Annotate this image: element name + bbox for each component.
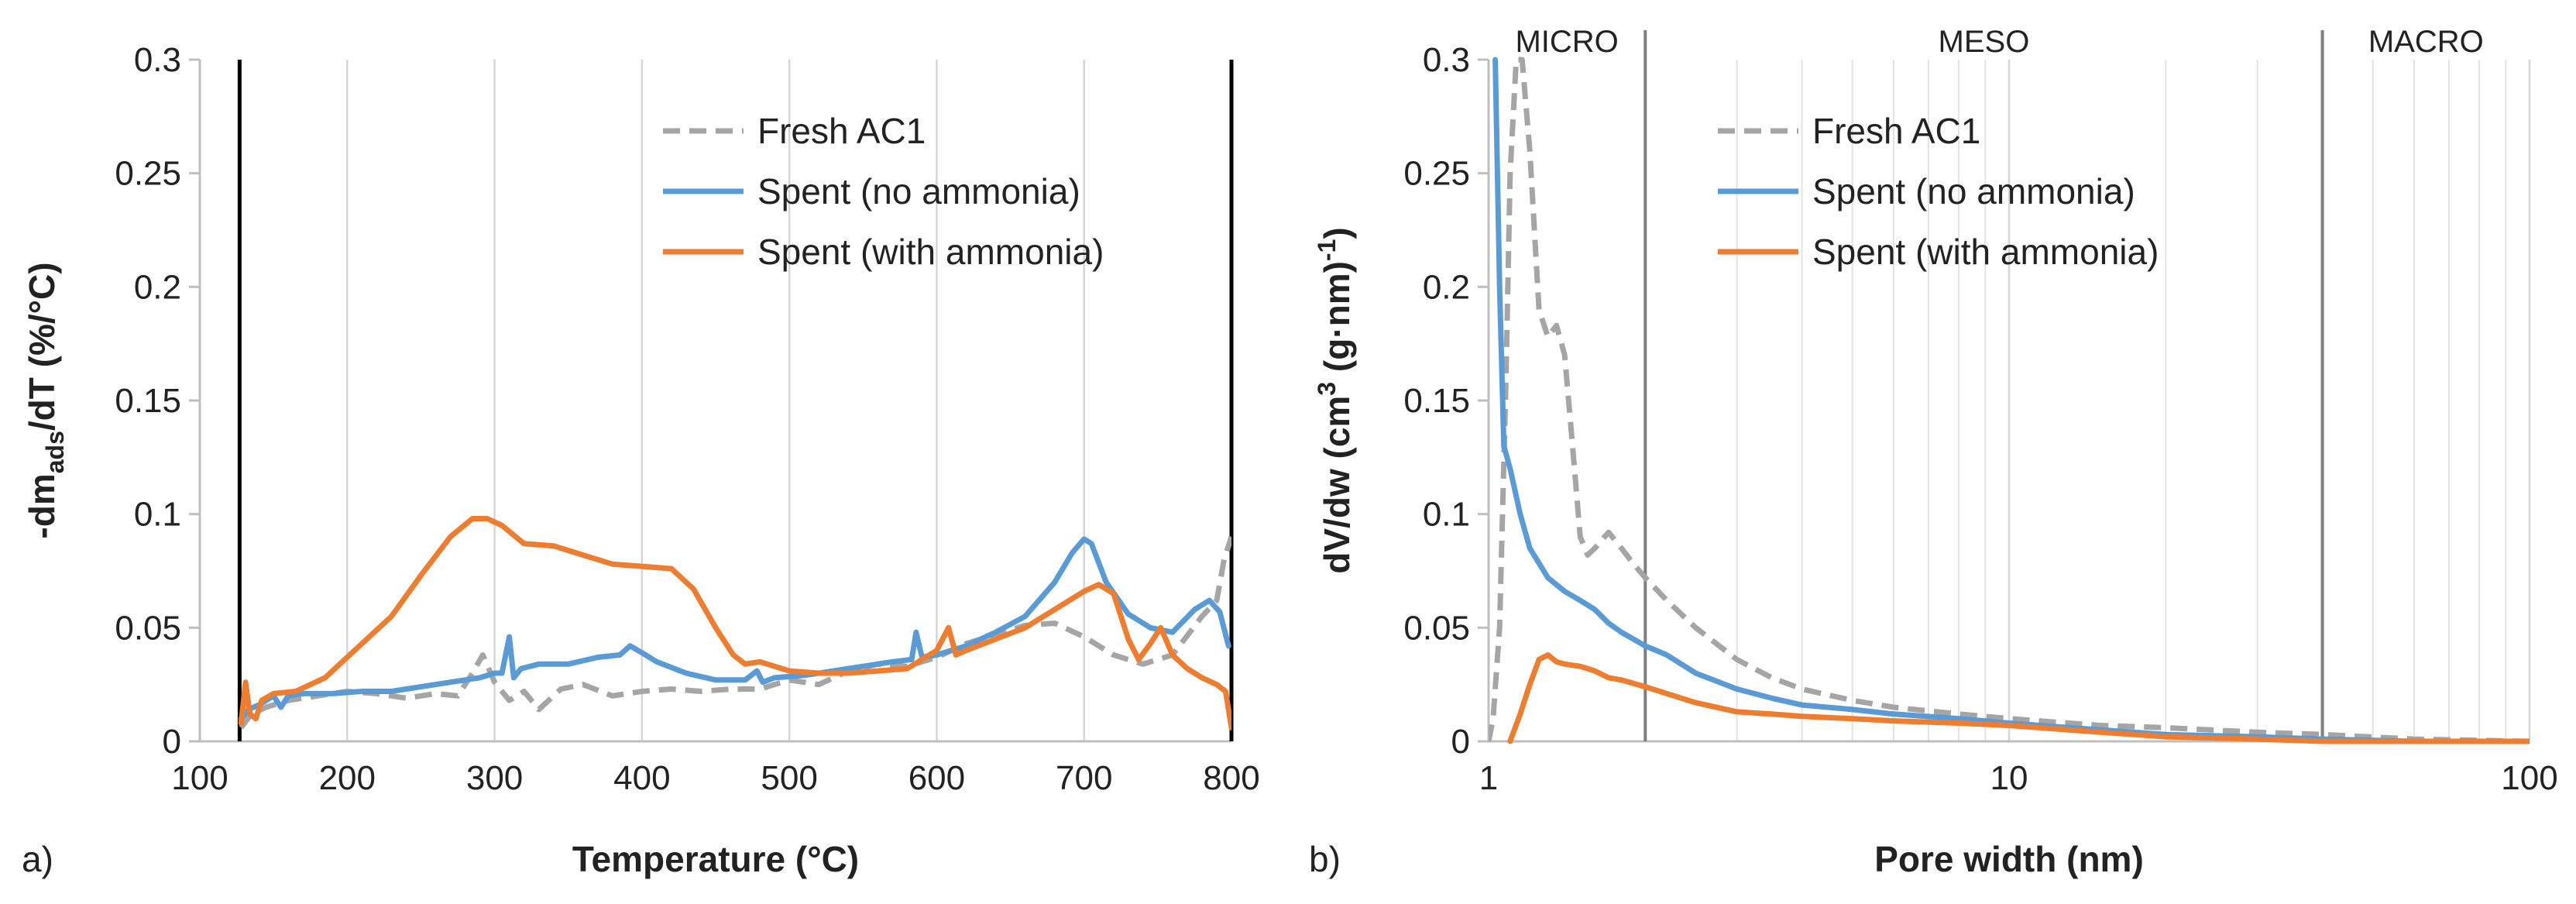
panel-label: b) [1309, 839, 1341, 879]
legend-label: Spent (with ammonia) [757, 232, 1104, 272]
x-tick-label: 1 [1479, 759, 1498, 797]
y-tick-label: 0.2 [1423, 268, 1470, 306]
y-tick-label: 0 [1451, 723, 1470, 761]
y-tick-label: 0 [163, 723, 181, 761]
series-line-spent-no-ammonia [1492, 57, 2530, 744]
legend-label: Fresh AC1 [1812, 111, 1980, 151]
series-group [1489, 57, 2530, 744]
x-tick-label: 800 [1203, 759, 1259, 797]
y-tick-label: 0.15 [115, 382, 181, 420]
region-label-macro: MACRO [2368, 25, 2484, 59]
y-tick-label: 0.05 [115, 609, 181, 647]
x-tick-label: 200 [319, 759, 376, 797]
chart-b-pore-width: 0 0.05 0.1 0.15 0.2 0.25 0.3 1 10 100 MICRO MESO MAC… [1309, 25, 2558, 879]
y-axis-title: dV/dw (cm3 (g·nm)-1) [1313, 227, 1357, 573]
x-tick-label: 100 [2501, 759, 2557, 797]
x-tick-label: 400 [613, 759, 670, 797]
chart-a-temperature: 0 0.05 0.1 0.15 0.2 0.25 0.3 100 200 300 400 500 600… [22, 41, 1260, 879]
y-tick-label: 0.15 [1403, 382, 1470, 420]
x-tick-label: 100 [171, 759, 228, 797]
gridlines [1487, 60, 2531, 741]
region-label-micro: MICRO [1515, 25, 1618, 59]
series-line-fresh-ac1 [239, 535, 1231, 730]
gridlines [198, 60, 1233, 741]
x-axis-title: Pore width (nm) [1874, 839, 2144, 879]
x-tick-label: 500 [761, 759, 817, 797]
panel-label: a) [22, 839, 53, 879]
y-tick-label: 0.05 [1403, 609, 1470, 647]
x-tick-label: 300 [466, 759, 523, 797]
x-axis-title: Temperature (°C) [572, 839, 859, 879]
y-tick-label: 0.2 [134, 268, 181, 306]
legend-label: Fresh AC1 [757, 111, 926, 151]
x-tick-label: 600 [908, 759, 965, 797]
y-tick-label: 0.1 [1423, 496, 1470, 534]
x-tick-label: 700 [1056, 759, 1112, 797]
legend: Fresh AC1 Spent (no ammonia) Spent (with a… [1718, 111, 2159, 272]
series-line-spent-no-ammonia [238, 536, 1231, 722]
series-line-spent-with-ammonia [238, 516, 1231, 730]
legend-label: Spent (no ammonia) [1812, 171, 2135, 211]
x-tick-label: 10 [1990, 759, 2028, 797]
y-tick-label: 0.3 [1423, 41, 1470, 79]
legend-label: Spent (no ammonia) [757, 171, 1080, 211]
series-line-spent-with-ammonia [1507, 652, 2530, 744]
y-tick-label: 0.3 [134, 41, 181, 79]
series-group [238, 516, 1231, 730]
legend: Fresh AC1 Spent (no ammonia) Spent (with a… [663, 111, 1104, 272]
legend-label: Spent (with ammonia) [1812, 232, 2159, 272]
series-line-fresh-ac1 [1489, 57, 2530, 744]
y-tick-label: 0.1 [134, 496, 181, 534]
y-tick-label: 0.25 [115, 155, 181, 193]
region-label-meso: MESO [1939, 25, 2030, 59]
y-axis-title: -dmads/dT (%/°C) [22, 262, 69, 538]
y-tick-label: 0.25 [1403, 155, 1470, 193]
